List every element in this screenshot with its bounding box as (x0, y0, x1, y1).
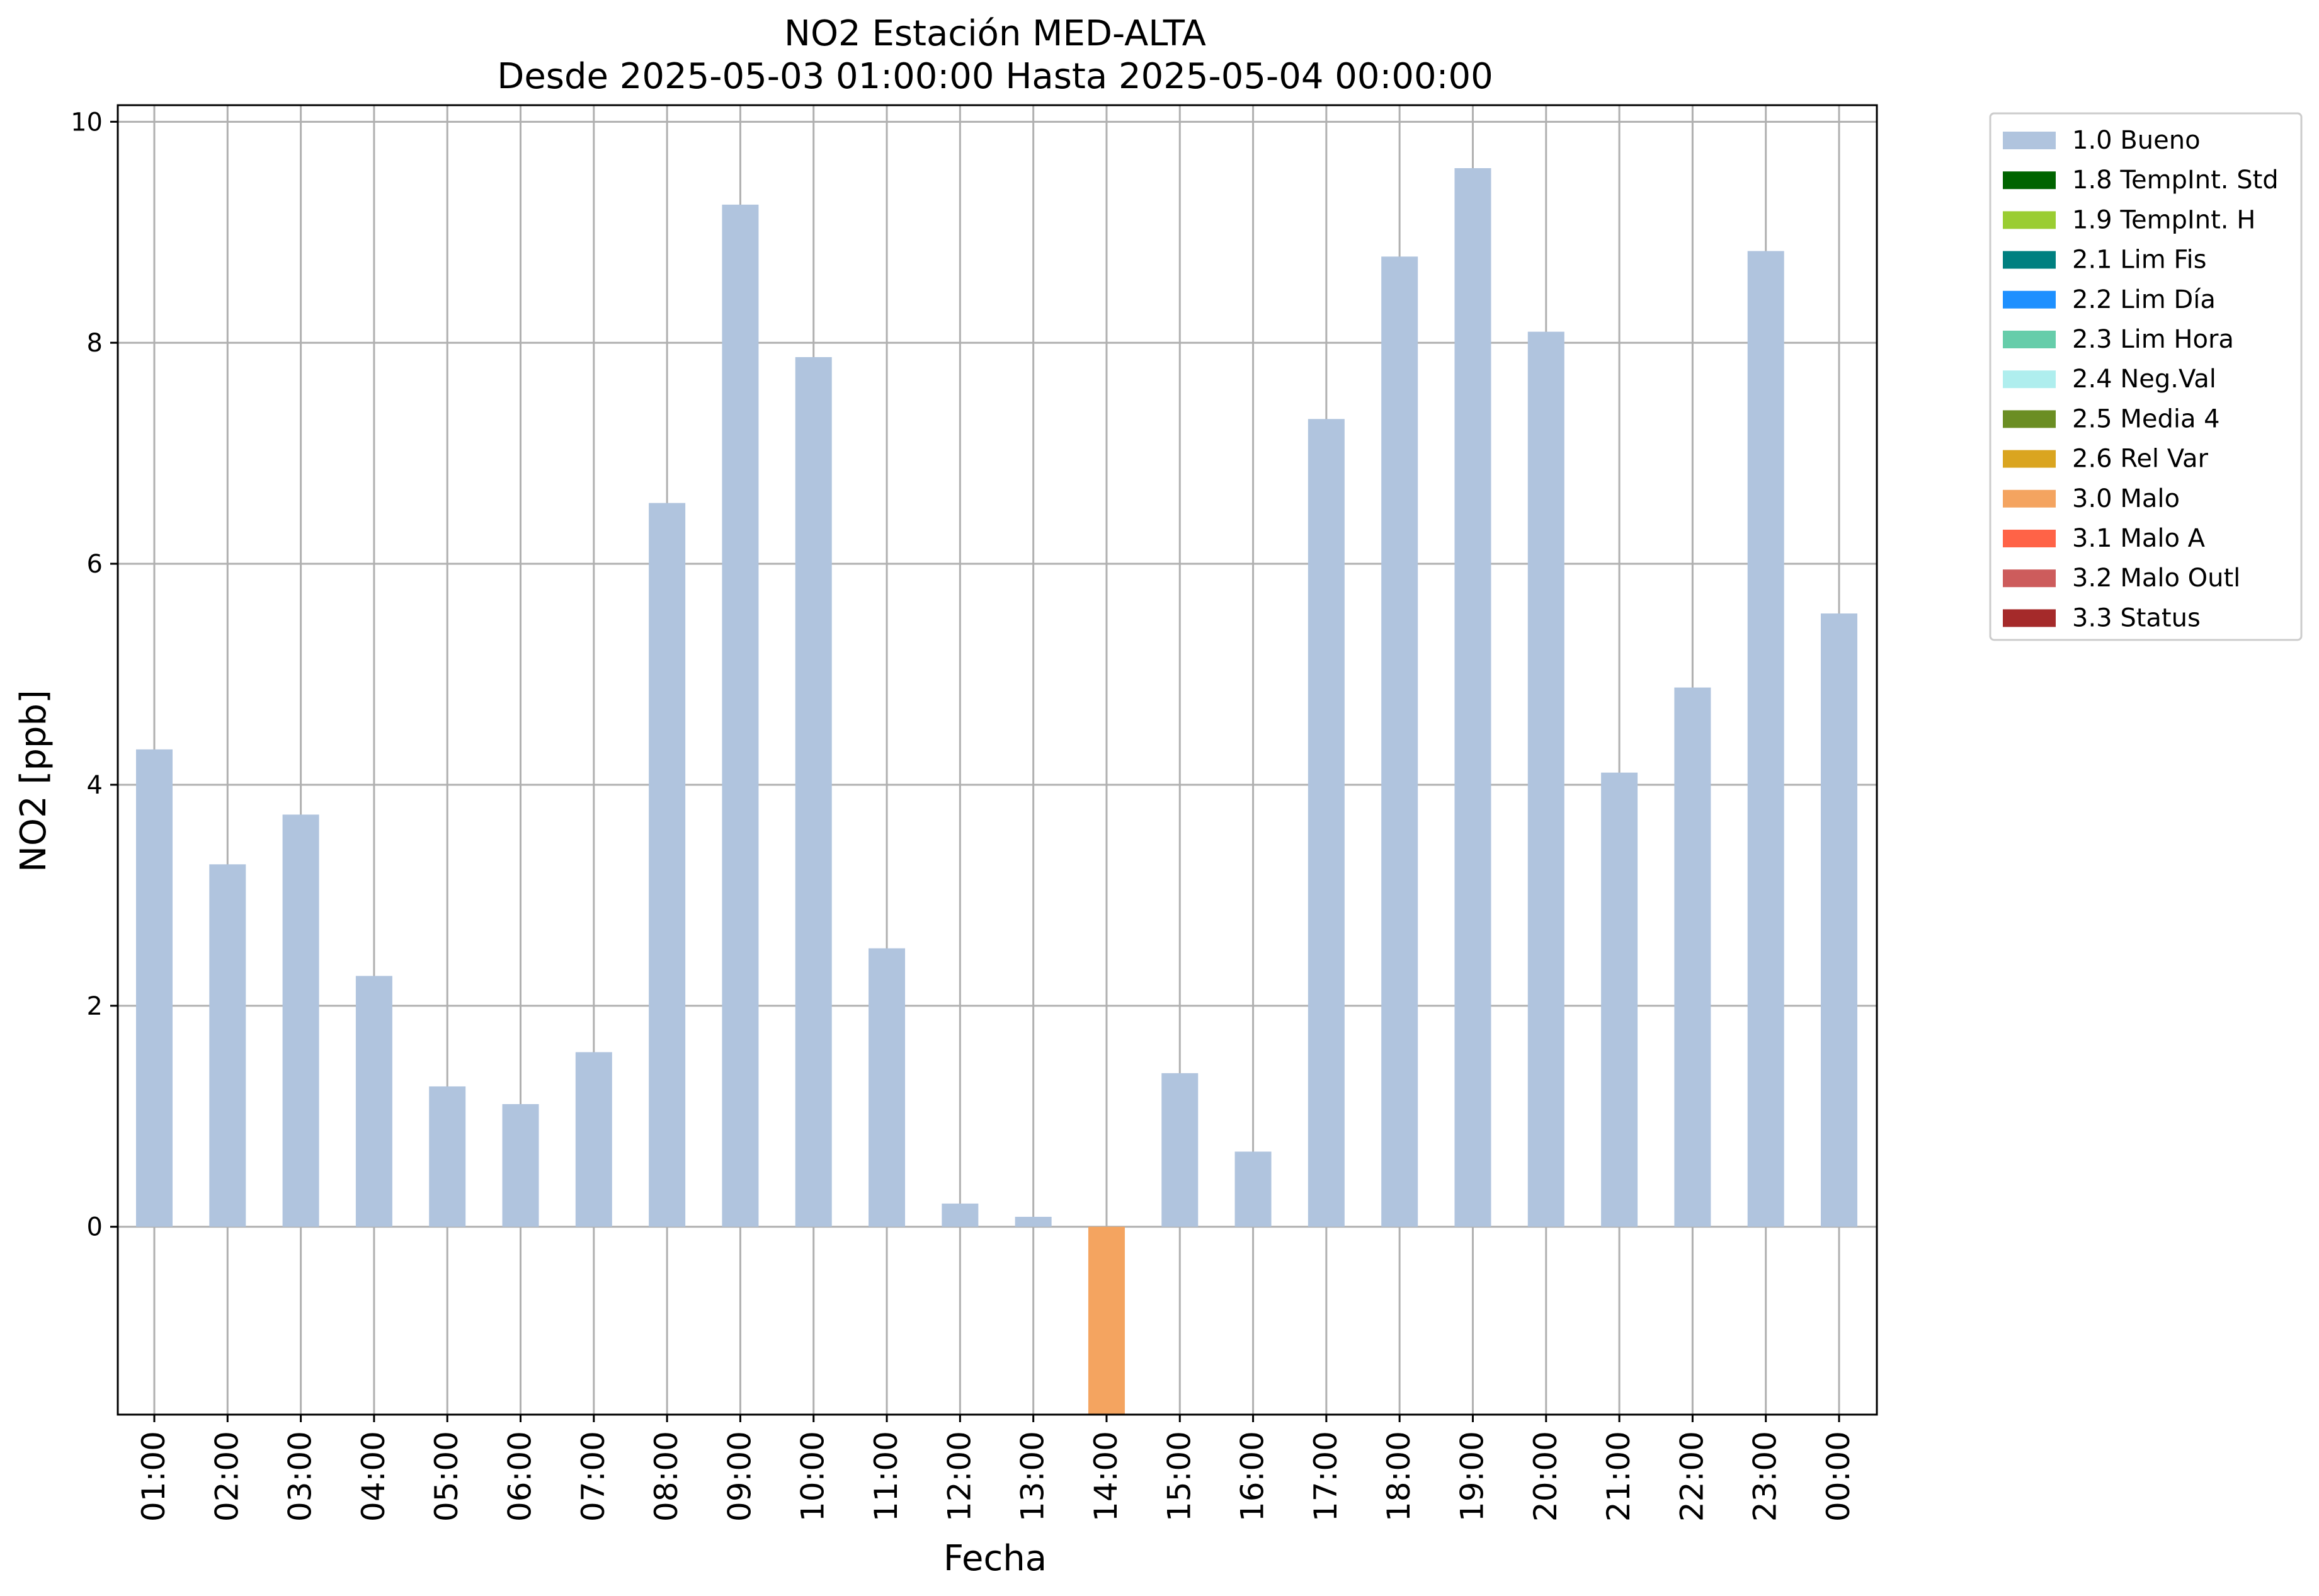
x-tick-label: 15:00 (1161, 1431, 1197, 1522)
legend-swatch (2003, 290, 2056, 309)
bar (1527, 331, 1564, 1227)
legend-label: 2.1 Lim Fis (2072, 246, 2206, 275)
bar (575, 1052, 612, 1227)
x-tick-label: 04:00 (355, 1431, 392, 1522)
y-tick-label: 0 (87, 1213, 103, 1242)
legend-swatch (2003, 132, 2056, 149)
x-tick-label: 10:00 (795, 1431, 831, 1522)
bar (942, 1203, 979, 1227)
bar (1601, 772, 1638, 1227)
plot-frame (117, 104, 1878, 1416)
x-tick-label: 21:00 (1600, 1431, 1637, 1522)
legend-label: 3.1 Malo A (2072, 524, 2206, 553)
y-axis-ticks: 0 2 4 6 8 10 (71, 108, 118, 1242)
legend-swatch (2003, 489, 2056, 508)
x-tick-label: 22:00 (1673, 1431, 1710, 1522)
legend-label: 2.5 Media 4 (2072, 404, 2220, 433)
bar (649, 503, 686, 1227)
x-tick-label: 13:00 (1015, 1431, 1051, 1522)
x-tick-label: 16:00 (1234, 1431, 1271, 1522)
legend-swatch (2003, 171, 2056, 190)
x-axis-label: Fecha (943, 1538, 1047, 1579)
legend-label: 1.8 TempInt. Std (2072, 166, 2279, 195)
legend-label: 1.0 Bueno (2072, 126, 2201, 155)
legend-box (1989, 112, 2303, 641)
bar (1161, 1073, 1199, 1227)
bar (1674, 687, 1711, 1227)
legend-swatch (2003, 530, 2056, 547)
legend-swatch (2003, 211, 2056, 229)
x-tick-label: 01:00 (135, 1431, 172, 1522)
bar (502, 1104, 539, 1227)
legend-swatch (2003, 410, 2056, 428)
legend-swatch (2003, 569, 2056, 588)
x-tick-label: 14:00 (1088, 1431, 1124, 1522)
legend: 1.0 Bueno 1.8 TempInt. Std 1.9 TempInt. H 2… (1989, 112, 2303, 641)
x-tick-label: 11:00 (868, 1431, 904, 1522)
bar (722, 204, 759, 1227)
legend-label: 2.4 Neg.Val (2072, 365, 2216, 394)
bar (429, 1086, 466, 1227)
x-tick-label: 17:00 (1308, 1431, 1344, 1522)
chart-title: NO2 Estación MED-ALTA (784, 13, 1206, 54)
bar (1015, 1216, 1052, 1227)
y-tick-label: 8 (87, 329, 103, 358)
bar (282, 814, 319, 1227)
x-tick-label: 19:00 (1454, 1431, 1490, 1522)
legend-label: 2.3 Lim Hora (2072, 325, 2234, 354)
y-tick-label: 2 (87, 992, 103, 1021)
bar (869, 948, 906, 1227)
x-tick-label: 18:00 (1381, 1431, 1417, 1522)
bar (795, 357, 832, 1227)
y-tick-label: 4 (87, 771, 103, 800)
x-tick-label: 23:00 (1747, 1431, 1784, 1522)
bar (1821, 613, 1857, 1227)
legend-label: 2.6 Rel Var (2072, 445, 2209, 474)
bars (136, 168, 1857, 1415)
y-tick-label: 6 (87, 550, 103, 579)
legend-swatch (2003, 251, 2056, 269)
bar (1088, 1226, 1125, 1415)
legend-label: 1.9 TempInt. H (2072, 205, 2255, 234)
y-axis-label: NO2 [ppb] (13, 690, 54, 872)
x-tick-label: 00:00 (1820, 1431, 1857, 1522)
x-tick-label: 02:00 (208, 1431, 245, 1522)
legend-label: 3.3 Status (2072, 603, 2201, 632)
x-tick-label: 08:00 (648, 1431, 685, 1522)
legend-label: 2.2 Lim Día (2072, 285, 2216, 314)
y-tick-label: 10 (71, 108, 103, 137)
legend-swatch (2003, 331, 2056, 348)
bar (1308, 419, 1345, 1227)
bar (1747, 251, 1784, 1227)
x-tick-label: 06:00 (502, 1431, 538, 1522)
legend-swatch (2003, 450, 2056, 468)
bar (136, 749, 173, 1227)
x-tick-label: 07:00 (575, 1431, 612, 1522)
bar (209, 864, 246, 1227)
x-tick-label: 20:00 (1527, 1431, 1564, 1522)
bar (1234, 1151, 1272, 1227)
x-tick-label: 12:00 (941, 1431, 977, 1522)
legend-label: 3.0 Malo (2072, 484, 2180, 513)
legend-label: 3.2 Malo Outl (2072, 564, 2240, 593)
legend-swatch (2003, 609, 2056, 627)
bar (1381, 256, 1418, 1227)
bar (1454, 168, 1491, 1227)
chart-subtitle: Desde 2025-05-03 01:00:00 Hasta 2025-05-… (497, 56, 1493, 97)
bar (355, 976, 392, 1227)
x-tick-label: 03:00 (282, 1431, 319, 1522)
x-axis-ticks: 01:00 02:00 03:00 04:00 05:00 06:00 07:00 08:00… (135, 1415, 1857, 1522)
legend-swatch (2003, 370, 2056, 389)
x-tick-label: 09:00 (721, 1431, 758, 1522)
x-tick-label: 05:00 (428, 1431, 465, 1522)
